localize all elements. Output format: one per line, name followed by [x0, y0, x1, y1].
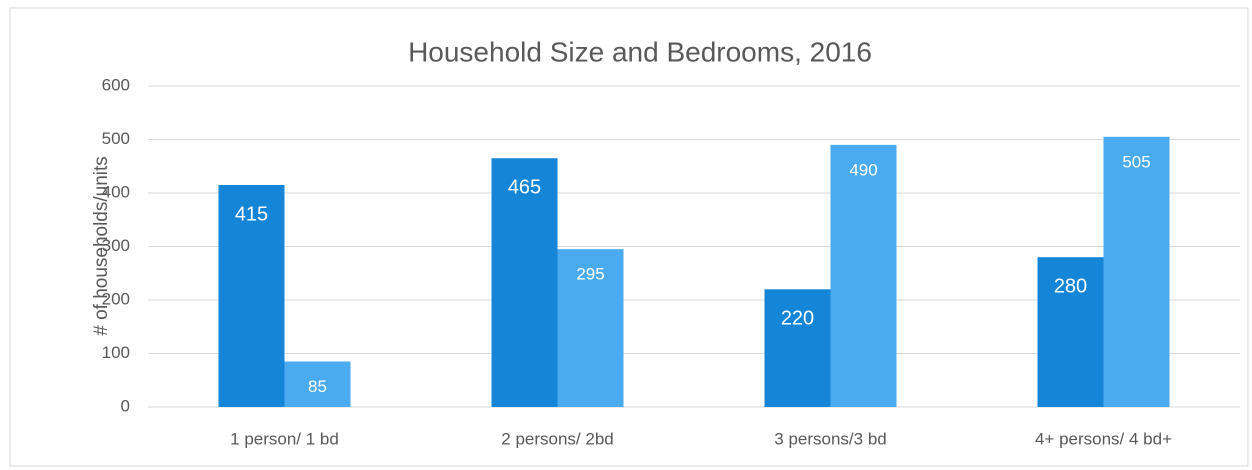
data-label: 220: [781, 308, 814, 330]
bar: [1037, 257, 1104, 407]
y-tick-label: 600: [102, 75, 130, 94]
x-tick-label: 3 persons/3 bd: [774, 429, 886, 448]
bar: [830, 144, 897, 407]
bar: [284, 361, 351, 407]
bar: [764, 289, 831, 407]
data-label: 280: [1054, 275, 1087, 297]
data-label: 505: [1122, 152, 1150, 171]
x-tick-label: 4+ persons/ 4 bd+: [1035, 429, 1172, 448]
data-label: 490: [849, 160, 877, 179]
chart-title: Household Size and Bedrooms, 2016: [408, 36, 872, 67]
bar: [557, 249, 624, 407]
y-tick-label: 400: [102, 182, 130, 201]
y-tick-label: 0: [121, 396, 130, 415]
y-axis-label: # of households/units: [91, 156, 112, 336]
bar: [218, 184, 285, 407]
bar: [491, 158, 558, 407]
y-tick-label: 100: [102, 343, 130, 362]
bar: [1103, 136, 1170, 407]
data-label: 295: [576, 265, 604, 284]
x-tick-label: 2 persons/ 2bd: [501, 429, 613, 448]
data-label: 465: [508, 177, 541, 199]
y-tick-label: 300: [102, 236, 130, 255]
y-tick-label: 500: [102, 129, 130, 148]
x-tick-label: 1 person/ 1 bd: [230, 429, 339, 448]
data-label: 85: [308, 377, 327, 396]
y-tick-label: 200: [102, 289, 130, 308]
data-label: 415: [235, 203, 268, 225]
